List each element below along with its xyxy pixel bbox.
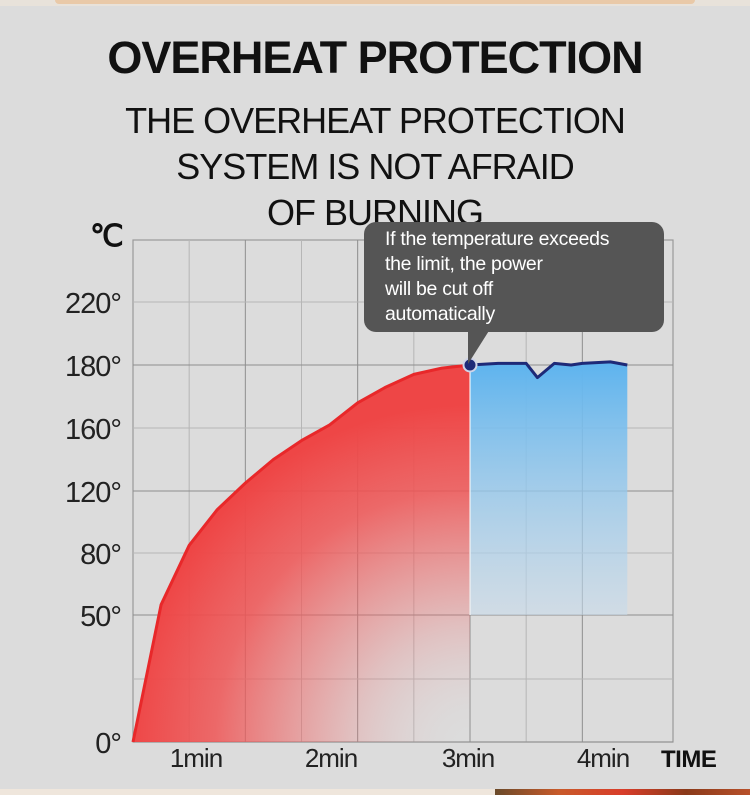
top-strip	[0, 0, 750, 6]
x-tick-label: 3min	[442, 743, 494, 773]
overheat-tooltip: If the temperature exceeds the limit, th…	[364, 222, 664, 332]
tooltip-line-1: If the temperature exceeds	[385, 228, 610, 250]
heating-area	[133, 365, 470, 742]
tooltip-line-3: will be cut off	[385, 278, 493, 300]
heating-curve	[131, 363, 471, 743]
subtitle-line-1: THE OVERHEAT PROTECTION	[125, 100, 626, 141]
chart-areas	[133, 361, 628, 742]
y-axis-label: ℃	[90, 220, 123, 253]
x-axis-label: TIME	[661, 746, 717, 773]
tooltip-pointer	[468, 326, 492, 364]
bottom-photo-strip	[495, 789, 750, 795]
y-tick-label: 50°	[80, 601, 121, 633]
y-tick-label: 220°	[65, 288, 121, 320]
holding-line	[469, 360, 628, 380]
tooltip-line-2: the limit, the power	[385, 253, 543, 275]
y-tick-label: 180°	[65, 351, 121, 383]
y-tick-label: 160°	[65, 414, 121, 446]
x-tick-label: 2min	[305, 743, 357, 773]
x-tick-label: 1min	[170, 743, 222, 773]
chart-lines	[131, 357, 628, 743]
y-tick-label: 80°	[80, 539, 121, 571]
y-tick-label: 0°	[95, 728, 121, 760]
tooltip-line-4: automatically	[385, 303, 495, 325]
bottom-strip	[0, 789, 750, 795]
holding-area	[470, 361, 628, 615]
chart-labels: 0° 50° 80° 120° 160° 180° 220° 1min 2min 3min 4min…	[65, 220, 717, 773]
subtitle-line-2: SYSTEM IS NOT AFRAID	[176, 146, 574, 187]
y-tick-label: 120°	[65, 477, 121, 509]
x-tick-label: 4min	[577, 743, 629, 773]
top-accent-bar	[55, 0, 695, 4]
page-title: OVERHEAT PROTECTION	[107, 32, 643, 83]
